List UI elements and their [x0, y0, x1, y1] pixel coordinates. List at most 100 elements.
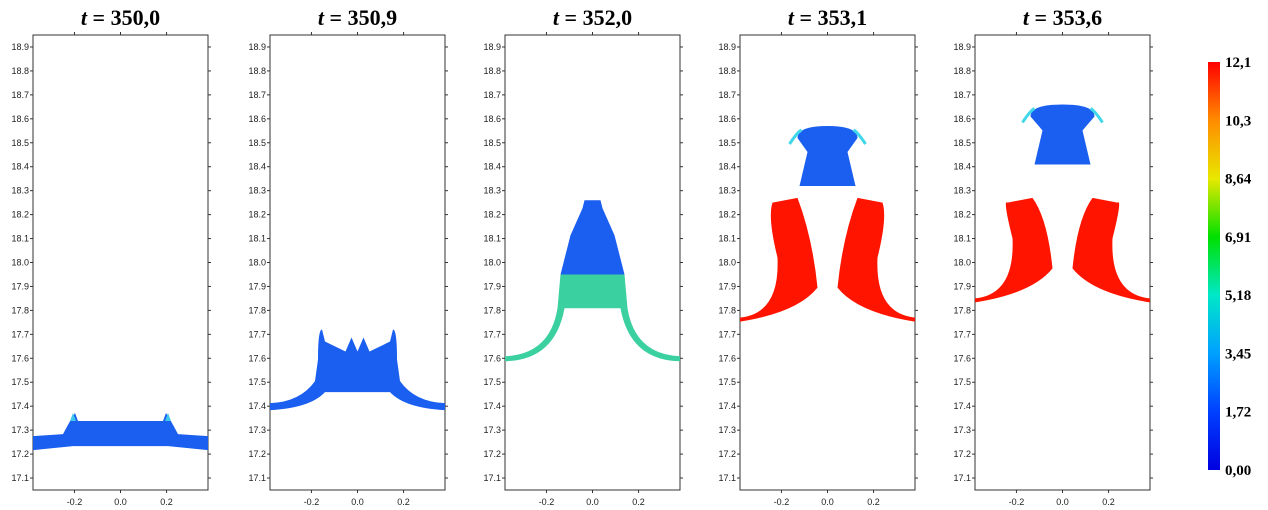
- y-tick-label: 18.4: [11, 162, 29, 172]
- y-tick-label: 17.6: [11, 353, 29, 363]
- title-variable: t: [553, 5, 560, 30]
- x-tick-label: 0.0: [586, 497, 599, 507]
- fluid-field: [33, 412, 208, 451]
- panel-1: t = 350,0 17.1 17.2 17.3 17.4 17.5 17.6 17.7 17.…: [11, 5, 211, 507]
- y-tick-label: 18.3: [248, 186, 266, 196]
- colorbar-label: 10,3: [1225, 113, 1251, 129]
- y-tick-label: 17.6: [248, 353, 266, 363]
- y-tick-label: 18.2: [718, 210, 736, 220]
- y-tick-label: 17.9: [483, 281, 501, 291]
- fluid-edge: [788, 128, 867, 145]
- plot-frame: [739, 34, 916, 491]
- y-tick-label: 18.5: [953, 138, 971, 148]
- y-tick-label: 17.7: [483, 329, 501, 339]
- colorbar-label: 0,00: [1225, 463, 1251, 479]
- fluid-region: [270, 329, 445, 411]
- title-variable: t: [788, 5, 795, 30]
- fluid-edge: [1021, 107, 1104, 124]
- x-tick-label: -0.2: [67, 497, 83, 507]
- colorbar-label: 1,72: [1225, 405, 1251, 421]
- colorbar-label: 5,18: [1225, 288, 1251, 304]
- y-tick-label: 18.6: [483, 114, 501, 124]
- x-tick-label: -0.2: [774, 497, 790, 507]
- y-tick-label: 18.7: [718, 90, 736, 100]
- x-tick-label: 0.2: [867, 497, 880, 507]
- y-tick-label: 17.6: [718, 353, 736, 363]
- hot-plume-left: [975, 197, 1053, 303]
- y-tick-label: 17.3: [11, 425, 29, 435]
- colorbar-labels: 12,1 10,3 8,64 6,91 5,18 3,45 1,72 0,00: [1225, 55, 1252, 479]
- x-tick-label: 0.0: [1056, 497, 1069, 507]
- y-tick-label: 17.2: [248, 449, 266, 459]
- panel-5: t = 353,6 17.1 17.2 17.3 17.4 17.5 17.6 17.7 17.…: [953, 5, 1153, 507]
- colorbar: 12,1 10,3 8,64 6,91 5,18 3,45 1,72 0,00: [1208, 55, 1252, 479]
- y-tick-label: 17.7: [718, 329, 736, 339]
- x-tick-label: 0.0: [821, 497, 834, 507]
- fluid-region: [560, 200, 625, 275]
- y-tick-label: 18.9: [11, 42, 29, 52]
- y-tick-label: 17.8: [953, 305, 971, 315]
- y-tick-label: 18.2: [953, 210, 971, 220]
- x-tick-label: -0.2: [539, 497, 555, 507]
- y-tick-label: 17.9: [718, 281, 736, 291]
- title-variable: t: [318, 5, 325, 30]
- y-tick-label: 17.5: [248, 377, 266, 387]
- y-tick-label: 18.7: [11, 90, 29, 100]
- panel-title: t = 353,1: [788, 5, 867, 30]
- y-tick-label: 17.5: [718, 377, 736, 387]
- y-tick-label: 18.6: [953, 114, 971, 124]
- x-tick-label: 0.0: [351, 497, 364, 507]
- hot-plume-right: [837, 197, 915, 322]
- fluid-field: [505, 200, 680, 362]
- y-tick-label: 18.3: [11, 186, 29, 196]
- panel-title: t = 352,0: [553, 5, 632, 30]
- colorbar-gradient: [1208, 62, 1220, 470]
- y-tick-label: 17.8: [483, 305, 501, 315]
- y-tick-label: 18.6: [11, 114, 29, 124]
- y-tick-label: 18.3: [483, 186, 501, 196]
- y-tick-label: 18.2: [483, 210, 501, 220]
- title-value: = 353,1: [794, 5, 867, 30]
- y-tick-label: 18.4: [718, 162, 736, 172]
- y-tick-label: 17.1: [483, 473, 501, 483]
- y-tick-label: 17.5: [483, 377, 501, 387]
- y-tick-label: 17.6: [483, 353, 501, 363]
- y-tick-label: 17.2: [11, 449, 29, 459]
- y-tick-label: 17.1: [248, 473, 266, 483]
- fluid-field: [740, 126, 915, 322]
- x-tick-label: 0.2: [160, 497, 173, 507]
- hot-plume-right: [1072, 197, 1150, 303]
- y-tick-label: 18.8: [248, 66, 266, 76]
- x-tick-label: 0.0: [114, 497, 127, 507]
- y-tick-label: 18.5: [11, 138, 29, 148]
- y-tick-label: 17.3: [483, 425, 501, 435]
- plot-frame: [974, 34, 1151, 491]
- y-tick-label: 18.9: [248, 42, 266, 52]
- y-tick-label: 18.4: [248, 162, 266, 172]
- y-tick-label: 18.8: [483, 66, 501, 76]
- y-tick-label: 18.1: [11, 234, 29, 244]
- colorbar-label: 12,1: [1225, 55, 1251, 71]
- y-tick-label: 18.7: [248, 90, 266, 100]
- y-tick-label: 17.5: [953, 377, 971, 387]
- title-value: = 350,0: [87, 5, 160, 30]
- y-tick-label: 17.1: [11, 473, 29, 483]
- y-tick-label: 17.7: [248, 329, 266, 339]
- y-tick-label: 17.9: [953, 281, 971, 291]
- y-tick-label: 18.0: [718, 258, 736, 268]
- y-tick-label: 18.1: [248, 234, 266, 244]
- y-tick-label: 18.6: [718, 114, 736, 124]
- y-tick-label: 18.8: [718, 66, 736, 76]
- y-tick-label: 18.4: [483, 162, 501, 172]
- y-tick-label: 18.5: [718, 138, 736, 148]
- x-tick-label: -0.2: [304, 497, 320, 507]
- y-tick-label: 17.3: [718, 425, 736, 435]
- hot-plume-left: [740, 197, 818, 322]
- y-tick-label: 17.4: [483, 401, 501, 411]
- fluid-tip: [70, 412, 171, 421]
- y-tick-label: 17.7: [953, 329, 971, 339]
- y-tick-label: 17.4: [953, 401, 971, 411]
- title-variable: t: [1023, 5, 1030, 30]
- y-tick-label: 18.5: [483, 138, 501, 148]
